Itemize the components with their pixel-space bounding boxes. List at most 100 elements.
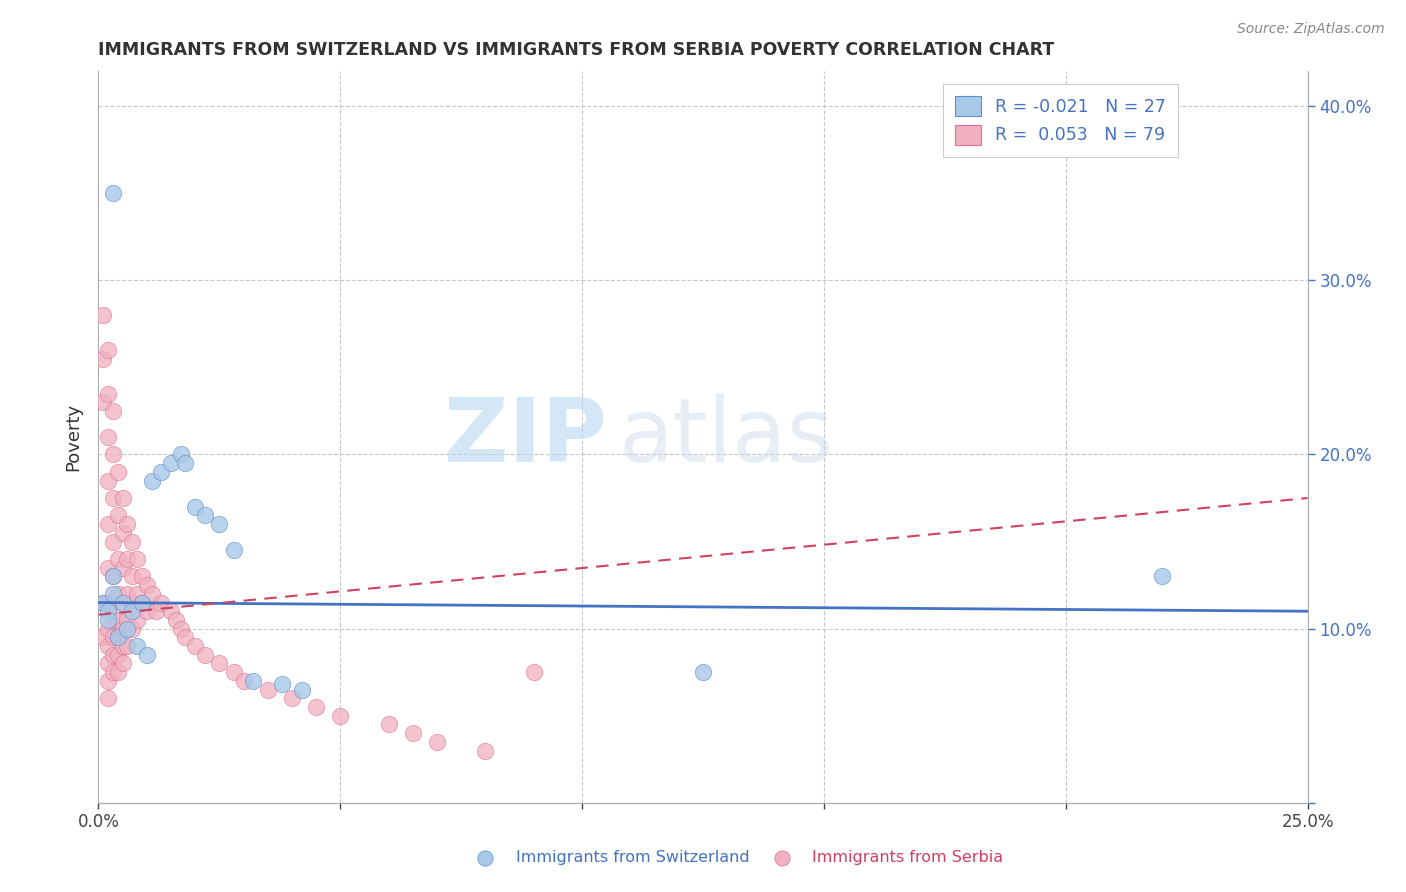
Point	[692, 665, 714, 680]
Text: Immigrants from Switzerland: Immigrants from Switzerland	[516, 850, 749, 865]
Point	[101, 491, 124, 505]
Legend: R = -0.021   N = 27, R =  0.053   N = 79: R = -0.021 N = 27, R = 0.053 N = 79	[943, 84, 1178, 157]
Point	[150, 465, 173, 479]
Point	[222, 665, 245, 680]
Point	[91, 595, 114, 609]
Point	[474, 743, 496, 757]
Point	[121, 604, 143, 618]
Point	[111, 639, 134, 653]
Point	[97, 517, 120, 532]
Text: atlas: atlas	[619, 393, 834, 481]
Point	[107, 508, 129, 523]
Point	[256, 682, 278, 697]
Point	[208, 657, 231, 671]
Point	[1152, 569, 1174, 583]
Point	[169, 622, 191, 636]
Point	[131, 595, 153, 609]
Point	[97, 622, 120, 636]
Point	[97, 386, 120, 401]
Point	[117, 517, 139, 532]
Point	[174, 456, 197, 470]
Point	[184, 639, 207, 653]
Point	[131, 569, 153, 583]
Point	[121, 569, 143, 583]
Point	[107, 665, 129, 680]
Point	[208, 517, 231, 532]
Text: ZIP: ZIP	[443, 393, 606, 481]
Point	[97, 474, 120, 488]
Point	[169, 448, 191, 462]
Point	[101, 595, 124, 609]
Point	[97, 657, 120, 671]
Point	[127, 613, 149, 627]
Point	[150, 595, 173, 609]
Point	[135, 578, 157, 592]
Point	[377, 717, 399, 731]
Point	[97, 639, 120, 653]
Point	[523, 665, 546, 680]
Point	[121, 622, 143, 636]
Text: IMMIGRANTS FROM SWITZERLAND VS IMMIGRANTS FROM SERBIA POVERTY CORRELATION CHART: IMMIGRANTS FROM SWITZERLAND VS IMMIGRANT…	[98, 41, 1054, 59]
Point	[271, 677, 294, 691]
Point	[135, 604, 157, 618]
Point	[91, 351, 114, 366]
Point	[232, 673, 254, 688]
Point	[160, 456, 183, 470]
Point	[107, 648, 129, 662]
Point	[101, 569, 124, 583]
Point	[101, 648, 124, 662]
Point	[111, 560, 134, 574]
Point	[101, 665, 124, 680]
Point	[107, 631, 129, 645]
Point	[290, 682, 312, 697]
Point	[97, 613, 120, 627]
Point	[329, 708, 352, 723]
Point	[107, 465, 129, 479]
Text: Source: ZipAtlas.com: Source: ZipAtlas.com	[1237, 22, 1385, 37]
Point	[101, 613, 124, 627]
Point	[117, 587, 139, 601]
Point	[121, 595, 143, 609]
Point	[127, 587, 149, 601]
Point	[91, 308, 114, 322]
Point	[101, 404, 124, 418]
Point	[97, 691, 120, 706]
Point	[117, 613, 139, 627]
Point	[111, 657, 134, 671]
Point	[305, 700, 328, 714]
Point	[91, 631, 114, 645]
Point	[117, 639, 139, 653]
Point	[160, 604, 183, 618]
Point	[97, 560, 120, 574]
Point	[107, 613, 129, 627]
Point	[426, 735, 449, 749]
Point	[97, 604, 120, 618]
Point	[141, 587, 163, 601]
Point	[165, 613, 187, 627]
Point	[127, 639, 149, 653]
Point	[101, 631, 124, 645]
Point	[101, 569, 124, 583]
Point	[101, 186, 124, 201]
Point	[97, 673, 120, 688]
Point	[242, 673, 264, 688]
Point	[107, 552, 129, 566]
Point	[127, 552, 149, 566]
Point	[101, 587, 124, 601]
Point	[107, 631, 129, 645]
Point	[111, 491, 134, 505]
Point	[111, 622, 134, 636]
Point	[111, 525, 134, 540]
Point	[194, 648, 217, 662]
Point	[111, 595, 134, 609]
Point	[117, 622, 139, 636]
Point	[121, 534, 143, 549]
Text: Immigrants from Serbia: Immigrants from Serbia	[811, 850, 1002, 865]
Point	[91, 595, 114, 609]
Point	[107, 587, 129, 601]
Point	[97, 595, 120, 609]
Point	[194, 508, 217, 523]
Point	[101, 448, 124, 462]
Point	[131, 595, 153, 609]
Point	[135, 648, 157, 662]
